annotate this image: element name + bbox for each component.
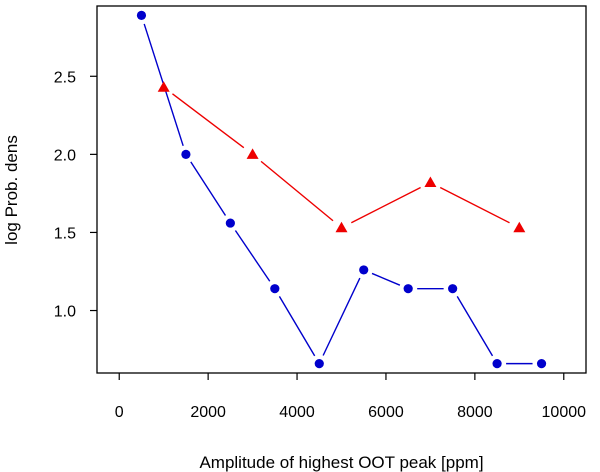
series-line-segment <box>350 186 421 224</box>
plot-frame <box>96 5 587 374</box>
series-line-segment <box>190 161 227 216</box>
series-triangle <box>157 81 526 233</box>
series-line-segment <box>234 230 271 282</box>
series-line-segment <box>456 296 494 357</box>
y-axis-title: log Prob. dens <box>2 135 21 245</box>
y-tick-label: 2.0 <box>54 147 76 164</box>
x-tick-label: 6000 <box>368 404 404 421</box>
series-line-segment <box>439 186 510 224</box>
series-line-segment <box>278 296 316 357</box>
x-tick-label: 8000 <box>457 404 493 421</box>
data-point-circle <box>403 284 413 294</box>
x-axis: 0 2000 4000 6000 8000 10000 <box>115 373 586 421</box>
data-point-triangle <box>157 81 170 92</box>
y-tick-label: 1.0 <box>54 304 76 321</box>
data-point-circle <box>314 359 324 369</box>
series-line-segment <box>371 272 401 286</box>
x-tick-label: 4000 <box>279 404 315 421</box>
data-point-triangle <box>335 221 348 233</box>
x-tick-label: 2000 <box>190 404 226 421</box>
data-point-triangle <box>513 221 526 233</box>
series-line-segment <box>172 93 245 149</box>
x-axis-title: Amplitude of highest OOT peak [ppm] <box>199 453 483 472</box>
data-point-circle <box>270 284 280 294</box>
data-point-circle <box>536 359 547 369</box>
series-line-segment <box>260 160 334 222</box>
data-point-triangle <box>424 176 437 187</box>
data-point-circle <box>136 10 147 20</box>
data-point-triangle <box>246 148 259 159</box>
data-point-circle <box>225 218 235 228</box>
x-tick-label: 0 <box>115 404 124 421</box>
data-point-circle <box>359 265 369 275</box>
series-line-segment <box>322 277 361 356</box>
series-layer <box>136 10 547 369</box>
data-point-circle <box>181 149 191 159</box>
x-tick-label: 10000 <box>542 404 587 421</box>
y-tick-label: 1.5 <box>54 225 76 242</box>
y-tick-label: 2.5 <box>54 69 76 86</box>
data-point-circle <box>492 359 502 369</box>
data-point-circle <box>448 284 458 294</box>
series-circle <box>136 10 547 369</box>
y-axis: 1.0 1.5 2.0 2.5 <box>54 69 97 321</box>
